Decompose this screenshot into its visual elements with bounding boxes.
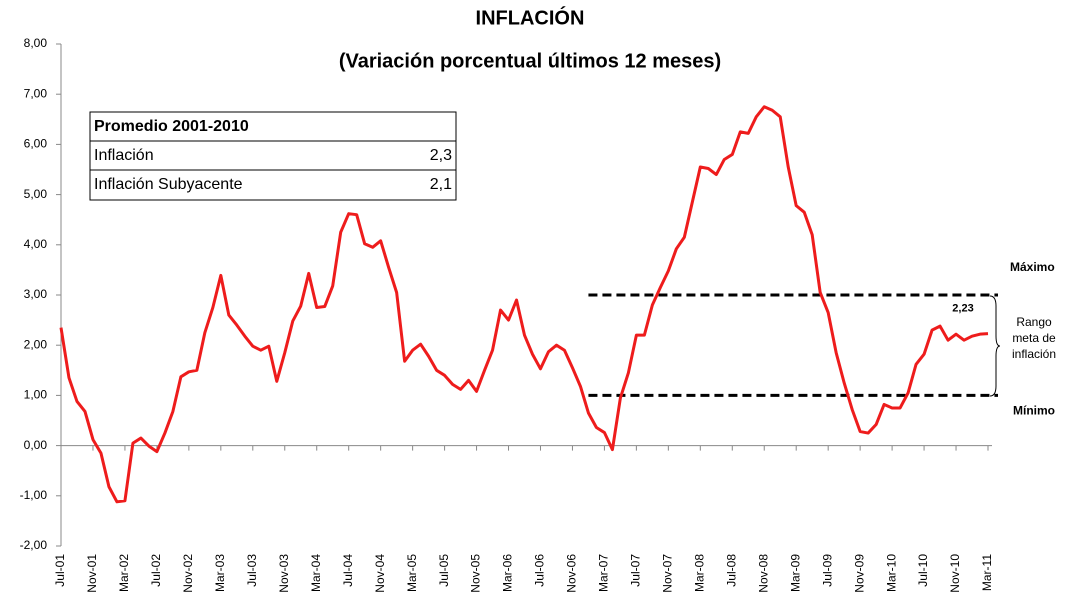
x-tick-label: Jul-04	[341, 554, 355, 587]
x-tick-label: Mar-09	[788, 554, 802, 592]
y-tick-label: 7,00	[24, 86, 48, 100]
table-cell: 2,1	[430, 176, 452, 193]
x-tick-label: Mar-04	[309, 554, 323, 592]
x-tick-label: Jul-10	[916, 554, 930, 587]
x-tick-label: Jul-01	[53, 554, 67, 587]
x-tick-label: Nov-10	[948, 554, 962, 593]
table-cell: Inflación Subyacente	[94, 176, 243, 193]
table-cell: 2,3	[430, 147, 452, 164]
range-label-box: Rango meta de inflación	[1011, 315, 1057, 361]
data-label: 2,23	[952, 303, 973, 315]
chart-title: INFLACIÓN	[476, 5, 585, 29]
x-tick-label: Jul-09	[820, 554, 834, 587]
x-tick-label: Jul-07	[629, 554, 643, 587]
x-tick-label: Mar-07	[597, 554, 611, 592]
chart-subtitle: (Variación porcentual últimos 12 meses)	[339, 50, 721, 72]
x-tick-label: Jul-03	[245, 554, 259, 587]
range-bracket	[989, 295, 1001, 397]
x-tick-label: Jul-08	[724, 554, 738, 587]
y-tick-label: 2,00	[24, 337, 48, 351]
x-tick-label: Mar-03	[213, 554, 227, 592]
x-tick-label: Mar-08	[692, 554, 706, 592]
x-tick-label: Mar-11	[980, 554, 994, 591]
y-tick-label: -2,00	[20, 538, 48, 552]
x-tick-label: Nov-03	[277, 554, 291, 593]
x-tick-label: Mar-06	[501, 554, 515, 592]
x-tick-label: Jul-02	[149, 554, 163, 587]
line-series	[59, 105, 989, 504]
x-tick-label: Nov-02	[181, 554, 195, 593]
x-tick-label: Nov-01	[85, 554, 99, 593]
y-tick-label: 6,00	[24, 137, 48, 151]
average-table: Promedio 2001-2010 Inflación 2,3 Inflaci…	[89, 111, 457, 201]
x-tick-label: Nov-08	[756, 554, 770, 593]
range-label: Rango meta de inflación	[1011, 315, 1057, 361]
y-tick-label: 0,00	[24, 438, 48, 452]
x-tick-label: Nov-06	[565, 554, 579, 593]
max-label: Máximo	[1010, 260, 1055, 274]
y-tick-label: -1,00	[20, 488, 48, 502]
y-tick-label: 5,00	[24, 187, 48, 201]
x-tick-label: Nov-05	[469, 554, 483, 593]
x-tick-label: Nov-09	[852, 554, 866, 593]
x-tick-label: Jul-06	[533, 554, 547, 587]
y-tick-label: 3,00	[24, 287, 48, 301]
x-tick-label: Mar-10	[884, 554, 898, 592]
table-cell: Inflación	[94, 147, 154, 164]
y-tick-label: 1,00	[24, 388, 48, 402]
x-tick-label: Mar-02	[117, 554, 131, 592]
x-tick-label: Nov-04	[373, 554, 387, 593]
x-tick-label: Nov-07	[661, 554, 675, 593]
table-title: Promedio 2001-2010	[94, 118, 249, 135]
min-label: Mínimo	[1013, 404, 1055, 418]
y-tick-label: 4,00	[24, 237, 48, 251]
table-frame	[89, 111, 457, 201]
y-tick-label: 8,00	[24, 36, 48, 50]
x-tick-label: Jul-05	[437, 554, 451, 587]
x-tick-label: Mar-05	[405, 554, 419, 592]
